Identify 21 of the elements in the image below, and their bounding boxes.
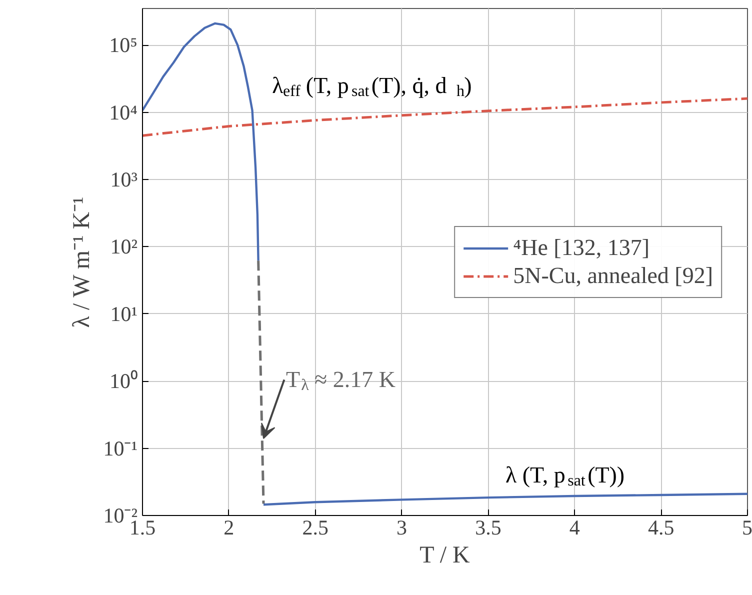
x-tick-label: 5 <box>742 516 752 540</box>
x-tick-label: 3.5 <box>475 516 502 540</box>
line-series <box>262 492 748 506</box>
line-series <box>142 97 748 137</box>
x-tick-label: 4 <box>569 516 580 540</box>
line-series <box>142 22 260 262</box>
y-tick-label: 10² <box>110 234 138 259</box>
legend-label: ⁴He [132, 137] <box>513 234 650 260</box>
x-tick-label: 4.5 <box>648 516 674 540</box>
y-tick-label: 10⁰ <box>110 369 138 394</box>
y-axis-title: λ / W m⁻¹ K⁻¹ <box>69 196 96 328</box>
y-tick-label: 10⁴ <box>109 100 138 124</box>
y-tick-label: 10³ <box>110 167 138 192</box>
x-tick-label: 2.5 <box>302 516 328 540</box>
y-tick-label: 10⁵ <box>109 33 138 58</box>
legend-label: 5N-Cu, annealed [92] <box>513 262 713 288</box>
y-tick-label: 10¹ <box>110 302 138 326</box>
y-tick-label: 10⁻¹ <box>103 436 138 460</box>
x-tick-label: 3 <box>396 516 408 540</box>
x-tick-label: 2 <box>224 516 234 540</box>
x-axis-title: T / K <box>420 542 471 568</box>
